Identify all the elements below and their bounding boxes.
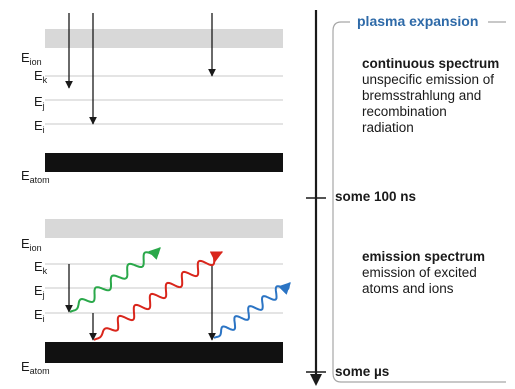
label-e-k-top: Ek — [34, 68, 48, 85]
label-e-j-bottom: Ej — [34, 283, 45, 300]
ionization-band-bottom — [45, 219, 283, 238]
continuous-line-4: radiation — [362, 120, 414, 135]
label-e-atom-bottom: Eatom — [21, 359, 50, 376]
photon-wave-red — [93, 251, 224, 341]
continuous-spectrum-block: continuous spectrum unspecific emission … — [362, 56, 499, 136]
ground-band-bottom — [45, 342, 283, 363]
continuous-line-2: bremsstrahlung and — [362, 88, 482, 103]
label-e-i-bottom: Ei — [34, 307, 45, 324]
label-e-atom-top: Eatom — [21, 168, 50, 185]
timeline-marker-us: some µs — [335, 364, 390, 379]
emission-line-1: emission of excited — [362, 265, 477, 280]
emission-spectrum-title: emission spectrum — [362, 249, 486, 264]
timeline-marker-100ns: some 100 ns — [335, 189, 417, 204]
continuous-spectrum-title: continuous spectrum — [362, 56, 500, 71]
phase-title: plasma expansion — [357, 13, 479, 29]
label-e-i-top: Ei — [34, 118, 45, 135]
photon-wave-blue — [213, 282, 291, 339]
emission-line-2: atoms and ions — [362, 281, 454, 296]
label-e-ion-bottom: Eion — [21, 236, 42, 253]
phase-bracket — [332, 21, 506, 383]
label-e-k-bottom: Ek — [34, 259, 48, 276]
emission-spectrum-block: emission spectrum emission of excited at… — [362, 249, 485, 297]
ionization-band-top — [45, 29, 283, 48]
continuous-line-3: recombination — [362, 104, 447, 119]
continuous-line-1: unspecific emission of — [362, 72, 495, 87]
timeline-arrowhead — [310, 374, 322, 386]
label-e-ion-top: Eion — [21, 50, 42, 67]
label-e-j-top: Ej — [34, 94, 45, 111]
ground-band-top — [45, 153, 283, 172]
photon-wave-green — [69, 247, 161, 313]
